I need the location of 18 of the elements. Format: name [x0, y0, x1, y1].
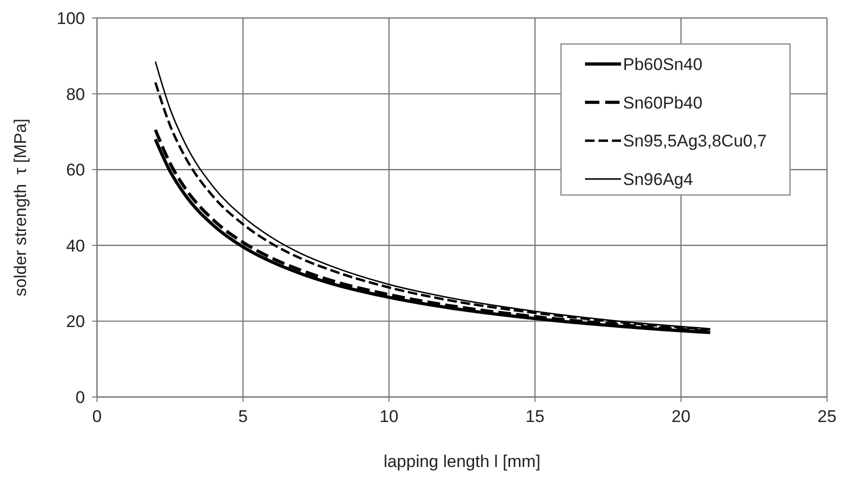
legend-label: Pb60Sn40 — [623, 55, 702, 74]
y-tick-label: 60 — [66, 160, 85, 180]
legend-label: Sn60Pb40 — [623, 93, 702, 112]
x-tick-label: 20 — [672, 407, 690, 426]
x-tick-label: 10 — [380, 407, 398, 426]
legend-label: Sn95,5Ag3,8Cu0,7 — [623, 132, 767, 151]
x-axis-title: lapping length l [mm] — [384, 452, 540, 471]
x-tick-label: 15 — [526, 407, 544, 426]
x-tick-label: 5 — [238, 407, 248, 426]
y-tick-label: 80 — [66, 84, 85, 104]
y-tick-label: 20 — [66, 312, 85, 332]
y-tick-label: 40 — [66, 236, 85, 256]
x-tick-label: 25 — [818, 407, 836, 426]
y-axis-title: solder strength τ [MPa] — [11, 118, 30, 296]
legend-label: Sn96Ag4 — [623, 170, 693, 189]
y-tick-label: 100 — [56, 9, 85, 28]
x-tick-label: 0 — [92, 407, 102, 426]
y-tick-label: 0 — [76, 388, 85, 407]
